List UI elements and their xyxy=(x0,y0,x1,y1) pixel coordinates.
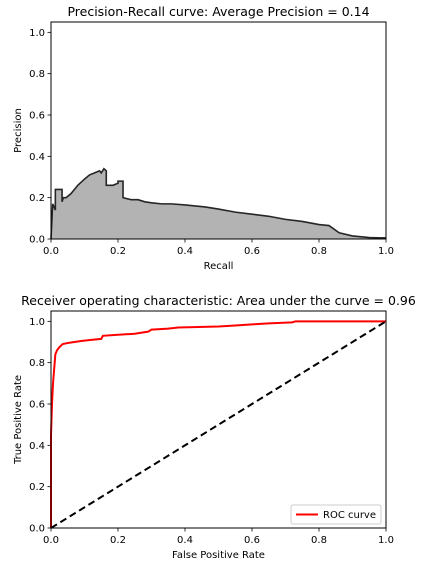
x-tick-label: 0.4 xyxy=(177,246,193,257)
y-tick-label: 0.0 xyxy=(29,235,45,246)
x-tick-label: 0.8 xyxy=(311,535,327,546)
y-tick-label: 1.0 xyxy=(29,28,45,39)
roc-chart: 0.0 0.2 0.4 0.6 0.8 1.0 0.0 0.2 0.4 0.6 0.8 1.0 Rece… xyxy=(13,293,416,561)
y-tick-label: 1.0 xyxy=(29,317,45,328)
roc-y-axis-label: True Positive Rate xyxy=(13,375,24,465)
pr-curve-line xyxy=(50,167,387,240)
pr-area-fill xyxy=(51,168,386,239)
x-tick-label: 1.0 xyxy=(378,535,394,546)
x-tick-label: 0.0 xyxy=(43,246,59,257)
plot-frame xyxy=(50,21,387,240)
y-tick-label: 0.6 xyxy=(29,400,45,411)
roc-x-axis-label: False Positive Rate xyxy=(172,550,265,561)
roc-chart-title: Receiver operating characteristic: Area … xyxy=(21,293,416,308)
roc-curve-line xyxy=(50,320,386,528)
precision-recall-chart: 0.0 0.2 0.4 0.6 0.8 1.0 0.0 0.2 0.4 0.6 0.8 1.0 Prec… xyxy=(13,4,394,272)
y-tick-label: 0.0 xyxy=(29,524,45,535)
x-tick-label: 0.0 xyxy=(43,535,59,546)
x-tick-label: 0.6 xyxy=(244,246,260,257)
y-tick-label: 0.4 xyxy=(29,441,45,452)
x-tick-label: 0.6 xyxy=(244,535,260,546)
x-tick-label: 0.2 xyxy=(110,246,126,257)
y-tick-label: 0.8 xyxy=(29,358,45,369)
y-tick-label: 0.6 xyxy=(29,111,45,122)
y-tick-label: 0.4 xyxy=(29,152,45,163)
x-tick-label: 0.8 xyxy=(311,246,327,257)
x-tick-label: 1.0 xyxy=(378,246,394,257)
y-tick-label: 0.2 xyxy=(29,193,45,204)
pr-x-axis-label: Recall xyxy=(204,261,234,272)
x-tick-label: 0.4 xyxy=(177,535,193,546)
x-tick-label: 0.2 xyxy=(110,535,126,546)
chance-diagonal-line xyxy=(50,320,387,529)
plot-frame xyxy=(50,310,387,529)
y-tick-label: 0.2 xyxy=(29,482,45,493)
pr-y-axis-label: Precision xyxy=(13,108,24,153)
legend-box xyxy=(290,504,382,525)
roc-legend: ROC curve xyxy=(290,504,382,525)
y-tick-label: 0.8 xyxy=(29,69,45,80)
legend-label-roc-curve: ROC curve xyxy=(323,510,376,521)
pr-chart-title: Precision-Recall curve: Average Precisio… xyxy=(67,4,369,19)
